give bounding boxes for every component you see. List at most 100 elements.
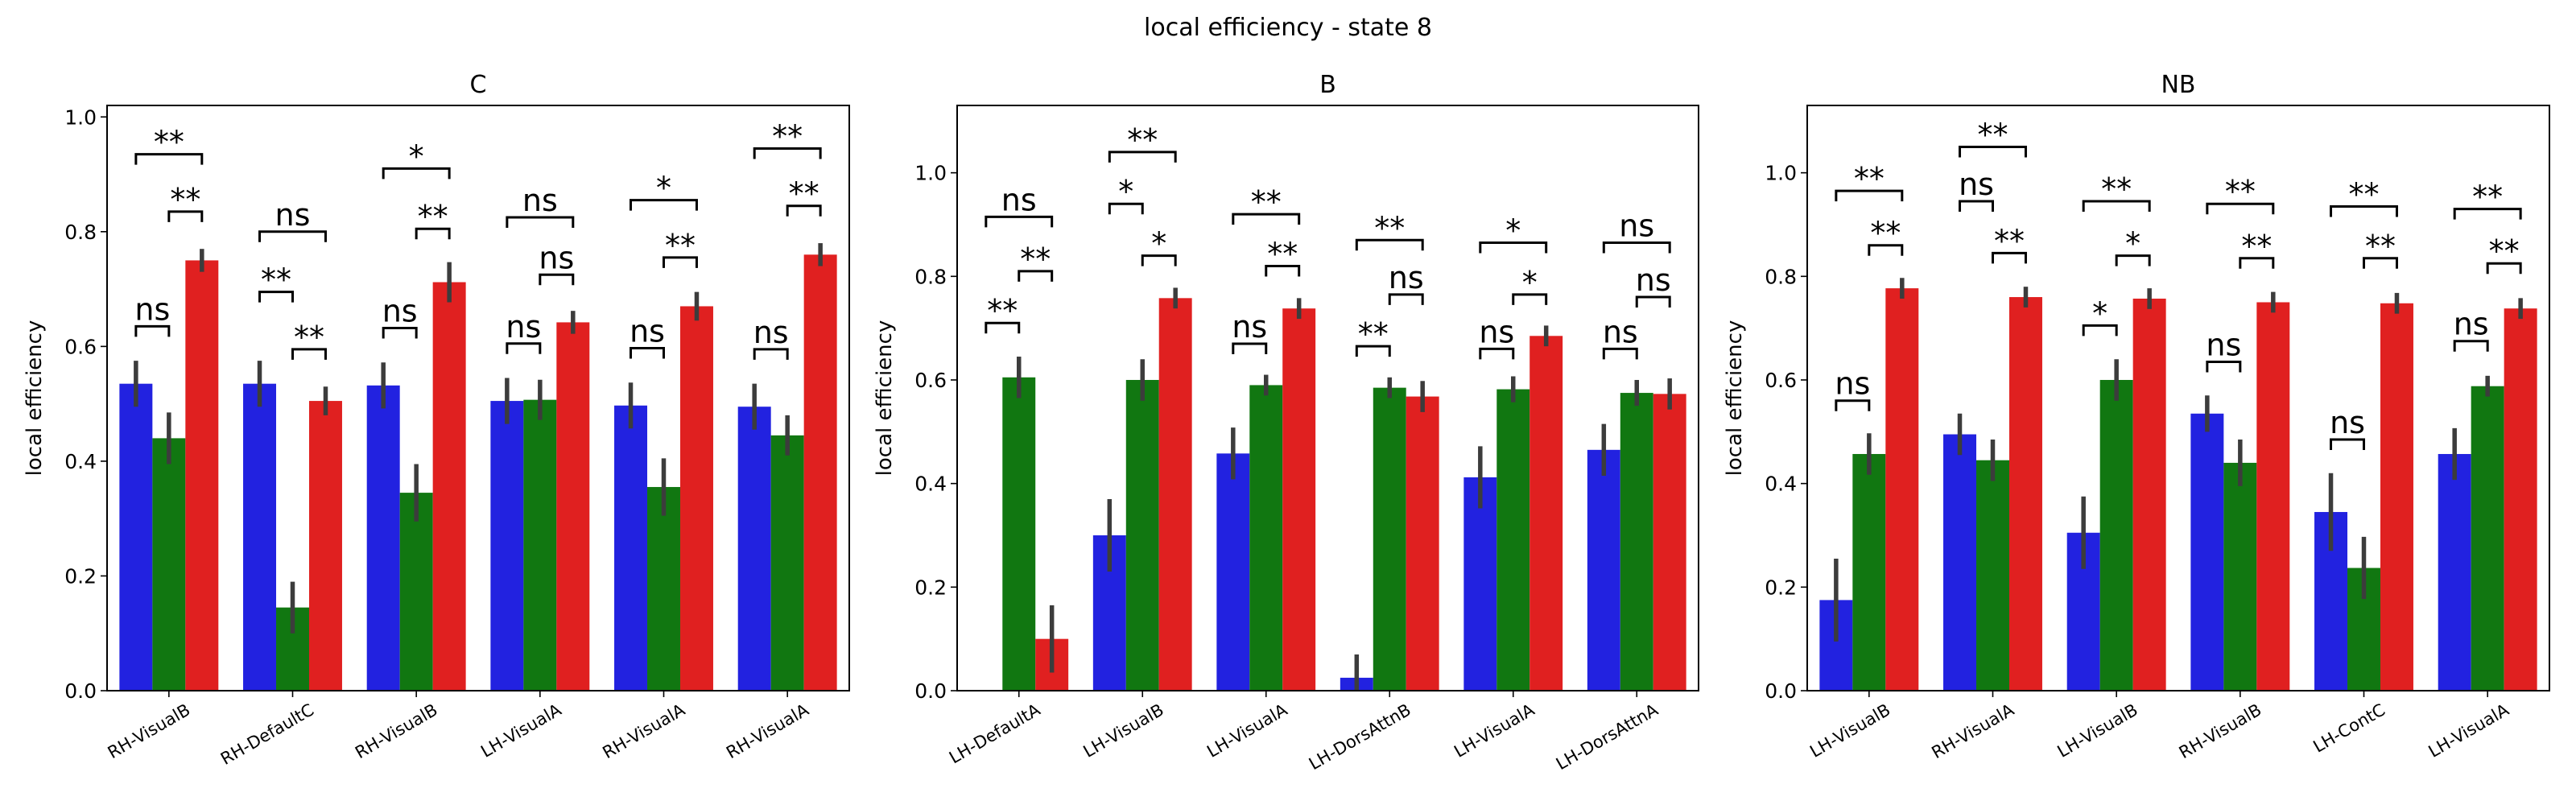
- significance-bracket: [1108, 202, 1144, 215]
- y-axis-label: local efficiency: [23, 320, 47, 477]
- x-tick-label: LH-VisualA: [2425, 700, 2513, 762]
- significance-bracket: [506, 216, 575, 228]
- significance-label: ns: [1232, 309, 1267, 345]
- bar: [614, 405, 648, 691]
- significance-label: ns: [134, 291, 170, 327]
- significance-bracket: [415, 227, 451, 240]
- significance-bracket: [1479, 347, 1515, 360]
- figure-suptitle: local efficiency - state 8: [1144, 14, 1432, 42]
- significance-bracket: [786, 204, 822, 217]
- significance-label: **: [789, 176, 819, 212]
- x-tick-label: RH-DefaultC: [217, 700, 317, 769]
- x-tick-label: RH-VisualB: [352, 700, 441, 763]
- significance-bracket: [1388, 293, 1424, 305]
- significance-label: **: [2365, 229, 2396, 264]
- significance-bracket: [1992, 251, 2027, 264]
- bar: [1463, 477, 1497, 691]
- x-tick-label: LH-VisualB: [1806, 700, 1893, 762]
- bar: [647, 486, 680, 691]
- y-tick-label: 0.4: [64, 450, 97, 473]
- significance-label: **: [154, 125, 184, 160]
- bar: [2099, 379, 2133, 691]
- significance-bracket: [2206, 202, 2275, 215]
- bar: [243, 383, 277, 691]
- panel-title: B: [1319, 71, 1336, 99]
- y-tick-label: 0.2: [914, 576, 947, 599]
- bar: [1496, 389, 1530, 691]
- significance-bracket: [1959, 200, 1994, 213]
- bar: [2471, 386, 2504, 691]
- significance-label: ns: [2206, 327, 2241, 362]
- significance-bracket: [753, 348, 789, 360]
- x-tick-label: LH-VisualB: [1080, 700, 1167, 762]
- significance-label: ns: [630, 313, 665, 349]
- significance-bracket: [2363, 257, 2398, 269]
- significance-bracket: [1835, 399, 1871, 411]
- significance-label: **: [2241, 229, 2272, 264]
- significance-label: ns: [506, 309, 541, 345]
- significance-bracket: [1108, 151, 1177, 163]
- bar: [1216, 453, 1250, 691]
- significance-label: **: [1978, 117, 2008, 152]
- y-tick-label: 0.8: [914, 265, 947, 288]
- y-tick-label: 1.0: [64, 105, 97, 129]
- significance-label: ns: [1959, 167, 1994, 202]
- significance-label: **: [665, 228, 696, 263]
- significance-label: **: [1020, 242, 1051, 277]
- bar: [2223, 462, 2257, 691]
- significance-label: **: [170, 182, 200, 217]
- y-tick-label: 0.4: [1765, 473, 1797, 496]
- significance-label: **: [2472, 180, 2503, 215]
- bar: [1530, 336, 1563, 691]
- bar: [185, 260, 219, 691]
- significance-label: *: [1505, 213, 1521, 248]
- x-tick-label: RH-VisualB: [105, 700, 194, 763]
- x-tick-label: RH-VisualA: [1928, 700, 2017, 762]
- significance-label: ns: [1603, 314, 1638, 349]
- significance-label: **: [261, 262, 291, 298]
- x-tick-label: LH-VisualA: [1203, 700, 1291, 762]
- significance-bracket: [2330, 204, 2398, 217]
- y-tick-label: 1.0: [1765, 162, 1797, 185]
- significance-bracket: [1232, 213, 1301, 225]
- x-tick-label: LH-VisualA: [477, 700, 565, 762]
- y-tick-label: 0.6: [1765, 369, 1797, 392]
- significance-bracket: [1959, 145, 2027, 158]
- bar: [1620, 393, 1653, 691]
- bar: [1158, 298, 1192, 691]
- significance-bracket: [258, 291, 294, 303]
- y-tick-label: 0.8: [64, 221, 97, 244]
- bar: [1587, 449, 1620, 691]
- significance-label: **: [1870, 216, 1901, 251]
- significance-label: ns: [522, 183, 558, 218]
- significance-bracket: [1868, 244, 1904, 256]
- significance-bracket: [1835, 189, 1904, 202]
- significance-label: ns: [1001, 182, 1037, 217]
- significance-label: ns: [382, 294, 418, 329]
- bar: [366, 385, 400, 691]
- bar: [1885, 288, 1919, 691]
- significance-bracket: [1635, 295, 1671, 308]
- bar: [2504, 308, 2537, 691]
- significance-label: *: [656, 171, 671, 206]
- significance-label: ns: [1389, 260, 1424, 295]
- panel-title: C: [470, 71, 487, 99]
- significance-label: ns: [2454, 307, 2489, 342]
- bar: [1406, 396, 1439, 691]
- significance-label: **: [2489, 233, 2520, 269]
- significance-bracket: [2486, 262, 2522, 275]
- y-tick-label: 0.0: [1765, 679, 1797, 703]
- significance-label: *: [2125, 226, 2140, 262]
- significance-bracket: [506, 342, 542, 354]
- significance-label: *: [1151, 226, 1166, 262]
- significance-label: **: [418, 199, 448, 234]
- bar: [737, 407, 771, 691]
- significance-label: ns: [2330, 405, 2365, 440]
- y-axis-label: local efficiency: [1723, 320, 1747, 477]
- x-tick-label: LH-VisualB: [2054, 700, 2141, 762]
- significance-bracket: [2330, 438, 2365, 450]
- significance-bracket: [985, 321, 1021, 334]
